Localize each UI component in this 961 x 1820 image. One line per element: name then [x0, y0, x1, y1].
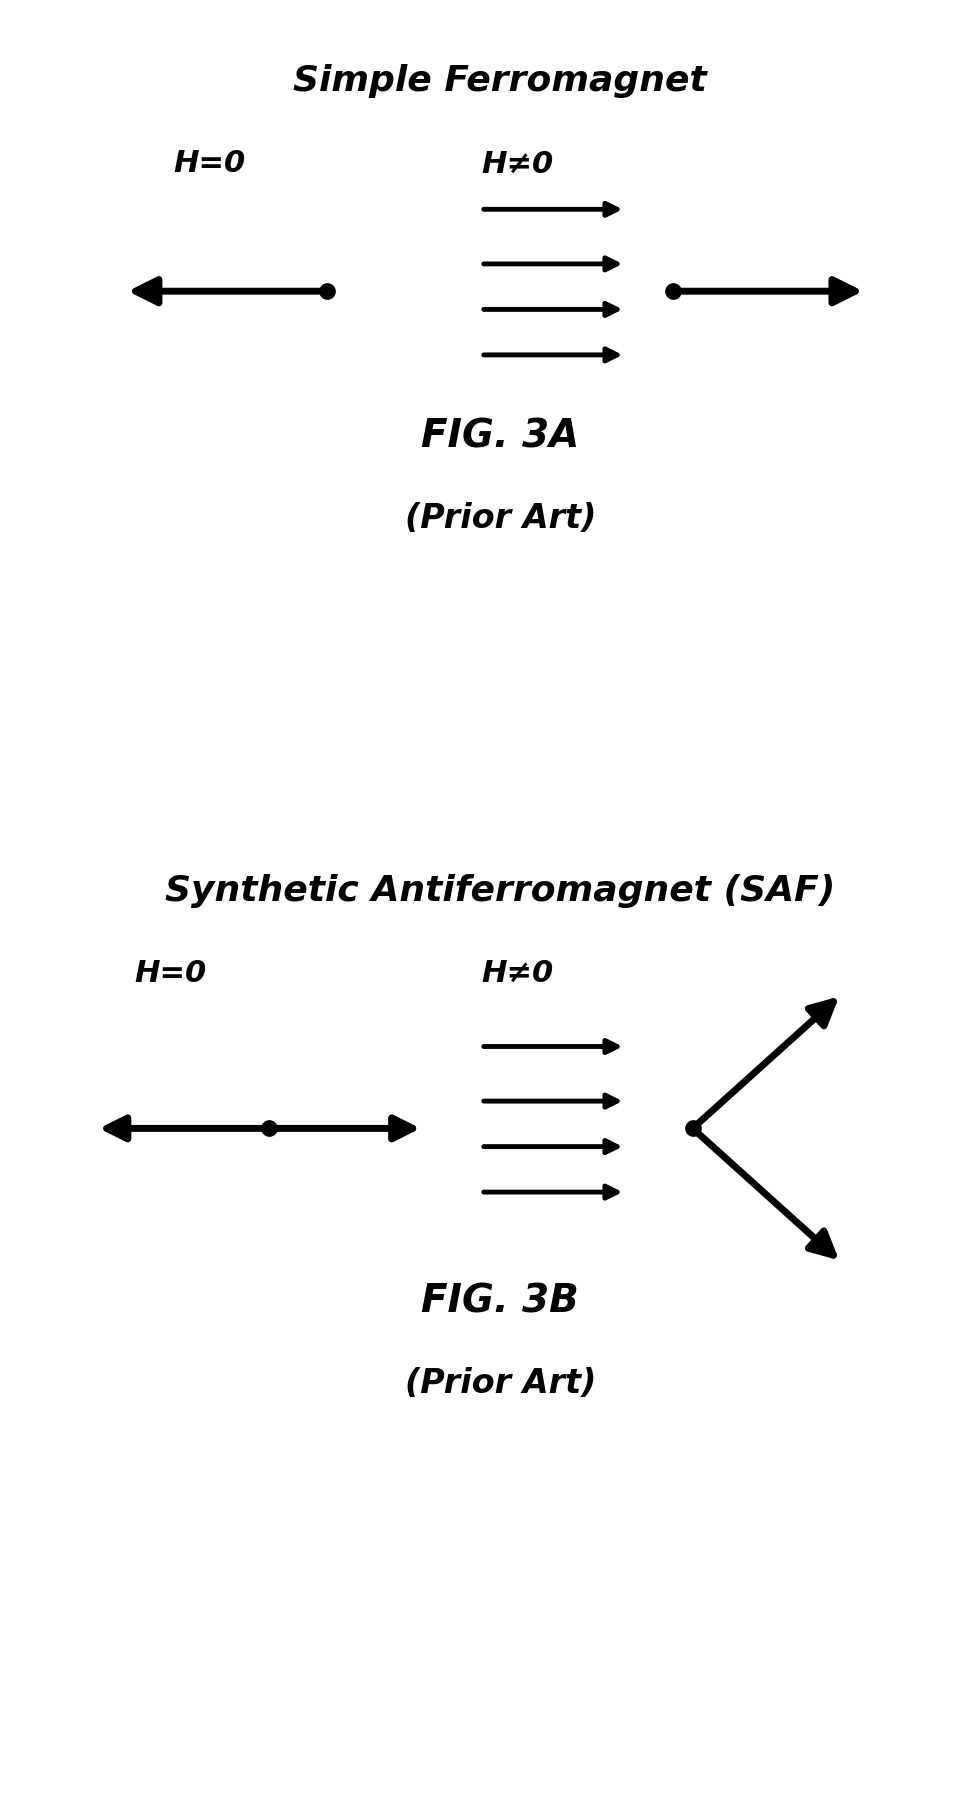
- Text: FIG. 3B: FIG. 3B: [421, 1283, 579, 1320]
- Text: Simple Ferromagnet: Simple Ferromagnet: [293, 64, 706, 98]
- Text: H≠0: H≠0: [480, 149, 553, 178]
- Text: (Prior Art): (Prior Art): [405, 502, 595, 535]
- Text: (Prior Art): (Prior Art): [405, 1367, 595, 1400]
- Text: H=0: H=0: [135, 959, 207, 988]
- Text: Synthetic Antiferromagnet (SAF): Synthetic Antiferromagnet (SAF): [165, 874, 834, 908]
- Text: H≠0: H≠0: [480, 959, 553, 988]
- Text: H=0: H=0: [173, 149, 245, 178]
- Text: FIG. 3A: FIG. 3A: [421, 419, 579, 455]
